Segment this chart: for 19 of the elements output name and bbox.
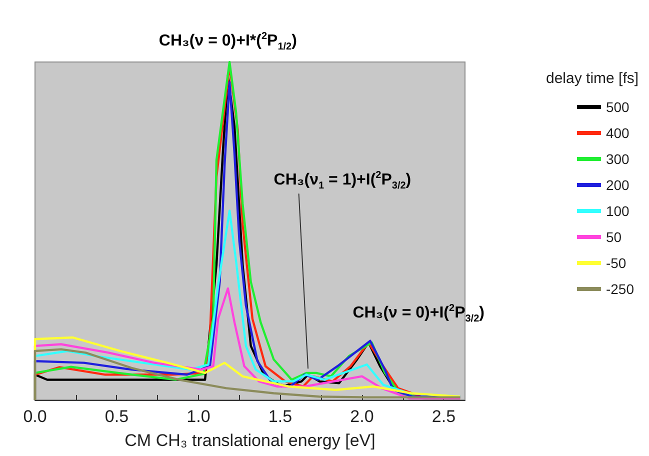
- legend-label: 50: [606, 229, 622, 245]
- annotation: CH₃(ν = 0)+I($^{2}$P$_{3/2}$): [352, 302, 484, 324]
- legend-label: -250: [606, 281, 634, 297]
- x-tick-label: 1.0: [186, 407, 210, 426]
- legend-title: delay time [fs]: [546, 70, 639, 87]
- x-tick-label: 1.5: [268, 407, 292, 426]
- x-tick-label: 2.5: [432, 407, 456, 426]
- legend-label: 200: [606, 177, 630, 193]
- x-tick-label: 2.0: [350, 407, 374, 426]
- annotation: CH₃(ν = 0)+I*($^{2}$P$_{1/2}$): [158, 31, 297, 53]
- x-axis-title: CM CH₃ translational energy [eV]: [124, 431, 376, 450]
- x-tick-label: 0.0: [23, 407, 47, 426]
- legend-label: 100: [606, 203, 630, 219]
- legend-label: 300: [606, 151, 630, 167]
- legend-label: 500: [606, 99, 630, 115]
- annotation: CH₃(ν$_{1}$ = 1)+I($^{2}$P$_{3/2}$): [274, 170, 412, 192]
- legend-label: 400: [606, 125, 630, 141]
- legend-label: -50: [606, 255, 626, 271]
- x-tick-label: 0.5: [104, 407, 129, 426]
